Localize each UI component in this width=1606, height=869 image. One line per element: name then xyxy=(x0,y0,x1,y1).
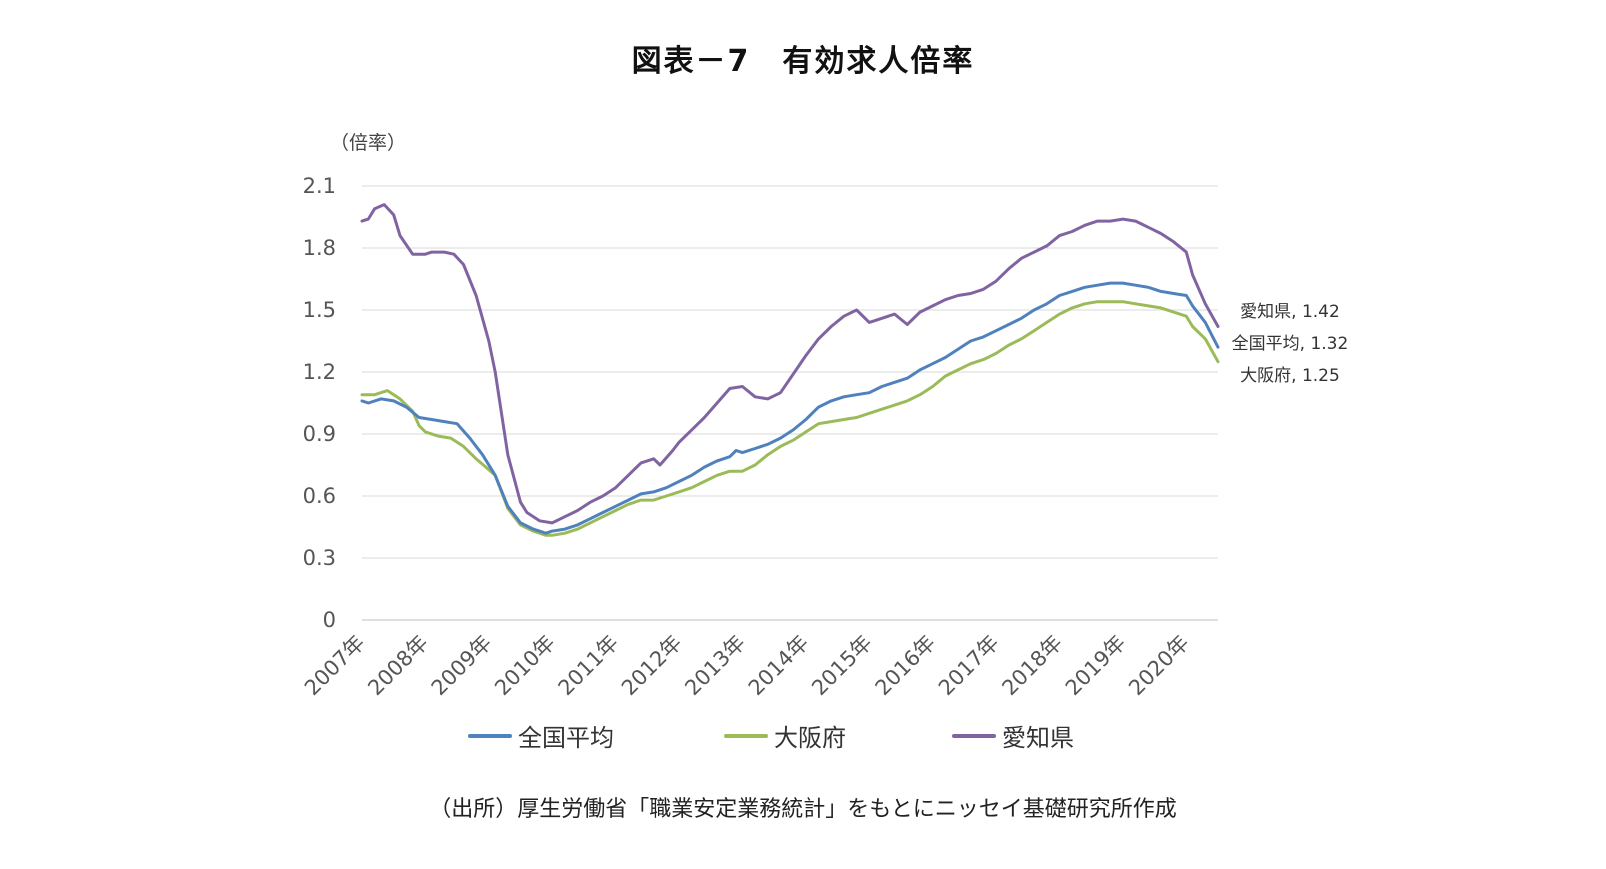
x-tick-label: 2015年 xyxy=(807,631,877,701)
series-line xyxy=(360,203,1220,525)
y-tick-label: 1.8 xyxy=(303,236,336,260)
data-label: 愛知県, 1.42 xyxy=(1240,302,1340,322)
x-tick-label: 2009年 xyxy=(427,631,497,701)
data-label: 大阪府, 1.25 xyxy=(1240,366,1340,386)
x-tick-label: 2012年 xyxy=(617,631,687,701)
x-tick-label: 2007年 xyxy=(300,631,370,701)
x-tick-label: 2016年 xyxy=(871,631,941,701)
y-axis-unit-label: （倍率） xyxy=(330,132,407,154)
legend-label-national: 全国平均 xyxy=(518,724,614,752)
legend-swatch-aichi xyxy=(952,733,996,738)
series-line xyxy=(360,300,1220,537)
x-tick-label: 2019年 xyxy=(1061,631,1131,701)
x-tick-label: 2008年 xyxy=(363,631,433,701)
x-tick-label: 2017年 xyxy=(934,631,1004,701)
x-tick-label: 2013年 xyxy=(680,631,750,701)
x-tick-label: 2011年 xyxy=(554,631,624,701)
legend-item-osaka: 大阪府 xyxy=(724,718,846,753)
source-note: （出所）厚生労働省「職業安定業務統計」をもとにニッセイ基礎研究所作成 xyxy=(429,797,1177,822)
chart-title: 図表－7 有効求人倍率 xyxy=(631,44,975,79)
y-tick-label: 0 xyxy=(323,608,336,632)
data-label: 全国平均, 1.32 xyxy=(1232,334,1349,354)
x-tick-label: 2020年 xyxy=(1124,631,1194,701)
x-tick-label: 2014年 xyxy=(744,631,814,701)
y-tick-label: 0.6 xyxy=(303,484,336,508)
y-tick-label: 2.1 xyxy=(303,174,336,198)
x-tick-label: 2010年 xyxy=(490,631,560,701)
x-tick-label: 2018年 xyxy=(997,631,1067,701)
y-tick-label: 0.3 xyxy=(303,546,336,570)
legend-label-aichi: 愛知県 xyxy=(1002,724,1074,752)
series-line xyxy=(360,281,1220,535)
y-tick-label: 1.5 xyxy=(303,298,336,322)
legend-item-aichi: 愛知県 xyxy=(952,718,1074,753)
y-tick-label: 0.9 xyxy=(303,422,336,446)
legend: 全国平均 大阪府 愛知県 xyxy=(0,718,1606,754)
legend-label-osaka: 大阪府 xyxy=(774,724,846,752)
legend-swatch-national xyxy=(468,733,512,738)
legend-item-national: 全国平均 xyxy=(468,718,614,753)
legend-swatch-osaka xyxy=(724,733,768,738)
y-tick-label: 1.2 xyxy=(303,360,336,384)
